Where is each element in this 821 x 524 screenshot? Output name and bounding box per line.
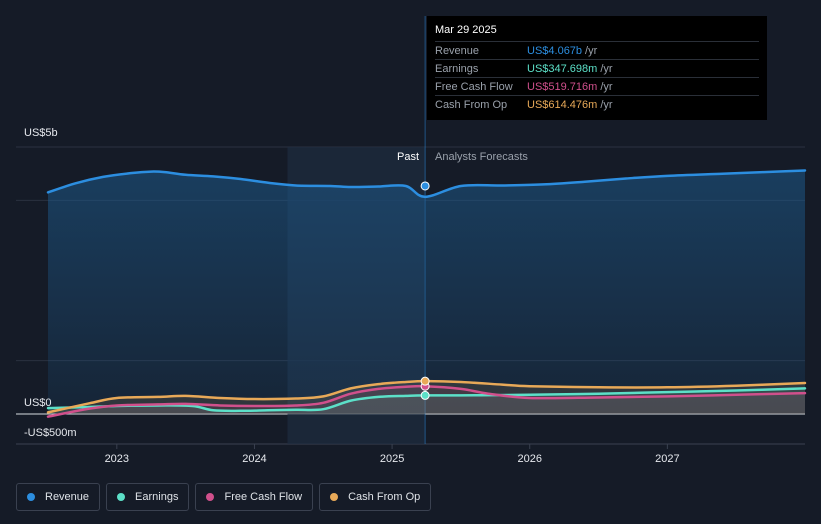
- legend-item-free-cash-flow[interactable]: Free Cash Flow: [195, 483, 314, 511]
- area-free-cash-flow: [48, 386, 805, 417]
- x-tick-label-2024: 2024: [242, 453, 266, 465]
- legend-dot-icon: [117, 493, 126, 501]
- tooltip-row-free-cash-flow: Free Cash Flow US$519.716m/yr: [435, 77, 759, 95]
- x-tick-label-2023: 2023: [105, 453, 129, 465]
- hover-tooltip: Mar 29 2025 Revenue US$4.067b/yr Earnings U…: [427, 16, 767, 120]
- forecast-label: Analysts Forecasts: [435, 151, 528, 163]
- tooltip-rows: Revenue US$4.067b/yr Earnings US$347.698m/y…: [435, 41, 759, 113]
- line-revenue: [46, 169, 807, 199]
- legend-item-cash-from-op[interactable]: Cash From Op: [319, 483, 432, 511]
- legend-dot-icon: [206, 493, 215, 501]
- area-revenue: [48, 170, 805, 414]
- x-tick-label-2025: 2025: [380, 453, 404, 465]
- tooltip-row-unit: /yr: [600, 62, 613, 75]
- line-cash-from-op: [46, 379, 807, 414]
- legend-item-earnings[interactable]: Earnings: [106, 483, 190, 511]
- legend-dot-icon: [27, 493, 35, 501]
- tooltip-row-value: US$347.698m: [527, 62, 598, 75]
- tooltip-row-name: Free Cash Flow: [435, 80, 513, 93]
- marker-revenue: [420, 181, 430, 191]
- legend-dot-icon: [330, 493, 339, 501]
- hover-markers: [420, 181, 430, 400]
- legend-item-revenue[interactable]: Revenue: [16, 483, 101, 511]
- tooltip-row-value: US$519.716m: [527, 80, 598, 93]
- tooltip-date: Mar 29 2025: [435, 24, 497, 36]
- tooltip-row-name: Revenue: [435, 44, 480, 57]
- y-min-label: -US$500m: [24, 427, 77, 439]
- tooltip-row-unit: /yr: [585, 44, 598, 57]
- y-zero-label: US$0: [24, 397, 52, 409]
- tooltip-row-unit: /yr: [600, 98, 613, 111]
- chart-legend: Revenue Earnings Free Cash Flow Cash From O…: [16, 483, 432, 511]
- tooltip-row-cash-from-op: Cash From Op US$614.476m/yr: [435, 95, 759, 113]
- line-free-cash-flow: [46, 384, 807, 418]
- tooltip-row-value: US$4.067b: [527, 44, 583, 57]
- series-lines: [46, 169, 807, 418]
- marker-cash-from-op: [420, 376, 430, 386]
- tooltip-row-value: US$614.476m: [527, 98, 598, 111]
- area-earnings: [48, 388, 805, 414]
- x-tick-label-2027: 2027: [655, 453, 679, 465]
- tooltip-row-earnings: Earnings US$347.698m/yr: [435, 59, 759, 77]
- tooltip-row-name: Cash From Op: [435, 98, 508, 111]
- x-tick-label-2026: 2026: [517, 453, 541, 465]
- y-max-label: US$5b: [24, 127, 58, 139]
- legend-label: Cash From Op: [348, 491, 421, 503]
- tooltip-row-name: Earnings: [435, 62, 479, 75]
- legend-label: Earnings: [135, 491, 179, 503]
- tooltip-row-unit: /yr: [600, 80, 613, 93]
- marker-earnings: [420, 390, 430, 400]
- legend-label: Free Cash Flow: [224, 491, 303, 503]
- axes: US$5b US$0 -US$500m Past Analysts Foreca…: [24, 127, 528, 439]
- legend-label: Revenue: [45, 491, 90, 503]
- tooltip-row-revenue: Revenue US$4.067b/yr: [435, 41, 759, 59]
- past-label: Past: [397, 151, 419, 163]
